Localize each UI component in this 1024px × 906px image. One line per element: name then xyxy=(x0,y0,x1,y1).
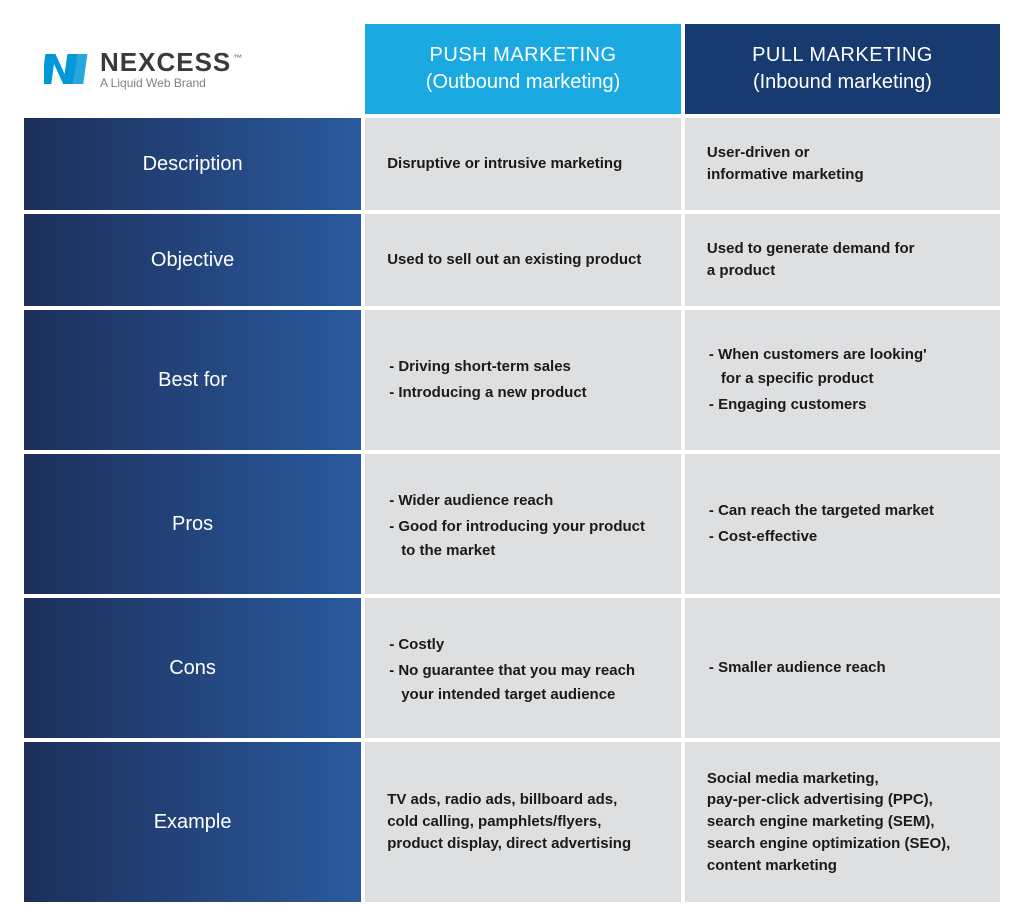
table-row: Pros - Wider audience reach - Good for int… xyxy=(24,454,1000,594)
cell-text: search engine marketing (SEM), xyxy=(707,811,978,833)
cell-pull-description: User-driven orinformative marketing xyxy=(685,118,1000,210)
nexcess-logo-icon xyxy=(44,50,90,88)
trademark-icon: ™ xyxy=(233,53,243,63)
row-header-pros: Pros xyxy=(24,454,361,594)
bullet-item: - No guarantee that you may reach xyxy=(387,660,659,682)
cell-text: content marketing xyxy=(707,855,978,877)
cell-pull-pros: - Can reach the targeted market - Cost-ef… xyxy=(685,454,1000,594)
cell-pull-example: Social media marketing,pay-per-click adv… xyxy=(685,742,1000,902)
table-row: Cons - Costly - No guarantee that you may … xyxy=(24,598,1000,738)
table-row: Objective Used to sell out an existing pr… xyxy=(24,214,1000,306)
row-header-example: Example xyxy=(24,742,361,902)
cell-text: Used to sell out an existing product xyxy=(387,249,659,271)
brand-name: NEXCESS™ xyxy=(100,49,243,75)
pull-subtitle: (Inbound marketing) xyxy=(695,69,990,96)
cell-text: search engine optimization (SEO), xyxy=(707,833,978,855)
table-row: Best for - Driving short-term sales - Intr… xyxy=(24,310,1000,450)
header-row: NEXCESS™ A Liquid Web Brand PUSH MARKETI… xyxy=(24,24,1000,114)
bullet-item: - When customers are looking' xyxy=(707,344,978,366)
cell-pull-objective: Used to generate demand fora product xyxy=(685,214,1000,306)
column-header-push: PUSH MARKETING (Outbound marketing) xyxy=(365,24,681,114)
bullet-item: - Cost-effective xyxy=(707,526,978,548)
cell-pull-best_for: - When customers are looking'for a speci… xyxy=(685,310,1000,450)
bullet-item: - Smaller audience reach xyxy=(707,657,978,679)
bullet-item-cont: your intended target audience xyxy=(387,684,659,706)
cell-push-example: TV ads, radio ads, billboard ads,cold ca… xyxy=(365,742,681,902)
column-header-pull: PULL MARKETING (Inbound marketing) xyxy=(685,24,1000,114)
cell-text: TV ads, radio ads, billboard ads, xyxy=(387,789,659,811)
bullet-item: - Can reach the targeted market xyxy=(707,500,978,522)
bullet-item: - Introducing a new product xyxy=(387,382,659,404)
brand-tagline: A Liquid Web Brand xyxy=(100,77,243,89)
cell-text: User-driven or xyxy=(707,142,978,164)
row-header-cons: Cons xyxy=(24,598,361,738)
push-title: PUSH MARKETING xyxy=(375,42,671,69)
bullet-item: - Costly xyxy=(387,634,659,656)
cell-text: Used to generate demand for xyxy=(707,238,978,260)
row-header-best_for: Best for xyxy=(24,310,361,450)
cell-text: pay-per-click advertising (PPC), xyxy=(707,789,978,811)
bullet-item-cont: for a specific product xyxy=(707,368,978,390)
cell-pull-cons: - Smaller audience reach xyxy=(685,598,1000,738)
push-subtitle: (Outbound marketing) xyxy=(375,69,671,96)
table-row: ExampleTV ads, radio ads, billboard ads,… xyxy=(24,742,1000,902)
cell-text: informative marketing xyxy=(707,164,978,186)
row-header-description: Description xyxy=(24,118,361,210)
row-header-objective: Objective xyxy=(24,214,361,306)
cell-push-best_for: - Driving short-term sales - Introducing … xyxy=(365,310,681,450)
bullet-item: - Driving short-term sales xyxy=(387,356,659,378)
comparison-table: NEXCESS™ A Liquid Web Brand PUSH MARKETI… xyxy=(20,20,1004,906)
cell-push-cons: - Costly - No guarantee that you may reac… xyxy=(365,598,681,738)
brand-name-text: NEXCESS xyxy=(100,47,231,77)
bullet-item: - Wider audience reach xyxy=(387,490,659,512)
cell-push-objective: Used to sell out an existing product xyxy=(365,214,681,306)
cell-push-pros: - Wider audience reach - Good for introdu… xyxy=(365,454,681,594)
cell-text: product display, direct advertising xyxy=(387,833,659,855)
pull-title: PULL MARKETING xyxy=(695,42,990,69)
cell-text: Disruptive or intrusive marketing xyxy=(387,153,659,175)
bullet-item-cont: to the market xyxy=(387,540,659,562)
bullet-item: - Good for introducing your product xyxy=(387,516,659,538)
brand-text: NEXCESS™ A Liquid Web Brand xyxy=(100,49,243,89)
table-row: Description Disruptive or intrusive marke… xyxy=(24,118,1000,210)
cell-push-description: Disruptive or intrusive marketing xyxy=(365,118,681,210)
bullet-item: - Engaging customers xyxy=(707,394,978,416)
brand-logo: NEXCESS™ A Liquid Web Brand xyxy=(44,49,341,89)
cell-text: a product xyxy=(707,260,978,282)
logo-cell: NEXCESS™ A Liquid Web Brand xyxy=(24,24,361,114)
cell-text: Social media marketing, xyxy=(707,768,978,790)
cell-text: cold calling, pamphlets/flyers, xyxy=(387,811,659,833)
